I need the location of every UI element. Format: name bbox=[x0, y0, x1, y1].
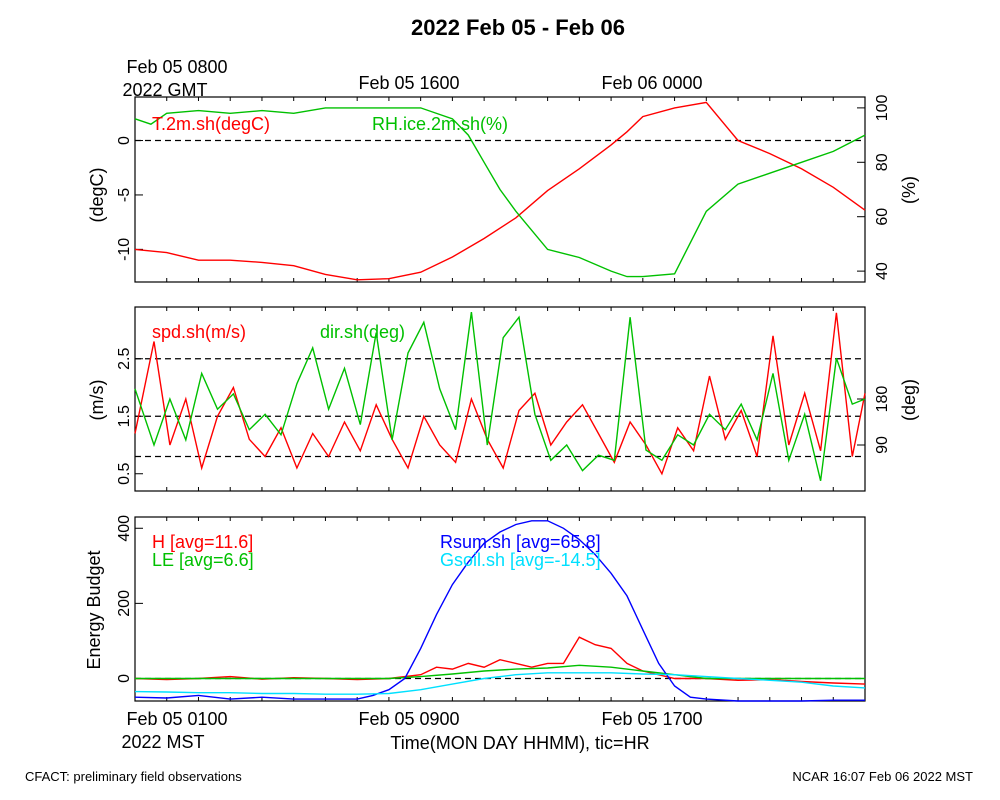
top-time-label-1: Feb 05 1600 bbox=[358, 73, 459, 93]
x-axis-label: Time(MON DAY HHMM), tic=HR bbox=[390, 733, 649, 753]
bottom-time-label-0-line1: Feb 05 0100 bbox=[126, 709, 227, 729]
top-time-label-2: Feb 06 0000 bbox=[601, 73, 702, 93]
left-tick-label: 200 bbox=[116, 590, 133, 617]
right-axis-label: (%) bbox=[899, 176, 919, 204]
left-tick-label: 0 bbox=[116, 674, 133, 683]
left-axis-label: (degC) bbox=[87, 167, 107, 222]
chart-title: 2022 Feb 05 - Feb 06 bbox=[411, 15, 625, 40]
series-lines bbox=[134, 520, 866, 702]
left-tick-label: 1.5 bbox=[116, 405, 133, 427]
legend-series-0: T.2m.sh(degC) bbox=[152, 114, 270, 134]
left-axis-ticks: 0 200 400 bbox=[116, 515, 143, 683]
top-time-label-0-line2: 2022 GMT bbox=[122, 80, 207, 100]
footer-left: CFACT: preliminary field observations bbox=[25, 769, 242, 784]
legend-series-0: spd.sh(m/s) bbox=[152, 322, 246, 342]
top-time-label-0-line1: Feb 05 0800 bbox=[126, 57, 227, 77]
right-axis-ticks: 90 180 bbox=[857, 386, 891, 454]
footer-right: NCAR 16:07 Feb 06 2022 MST bbox=[792, 769, 973, 784]
legend-series-3: Gsoil.sh [avg=-14.5] bbox=[440, 550, 601, 570]
right-tick-label: 40 bbox=[874, 262, 891, 280]
series-line-1 bbox=[135, 664, 865, 680]
reference-lines bbox=[135, 358, 865, 458]
left-tick-label: 400 bbox=[116, 515, 133, 542]
left-axis-label: Energy Budget bbox=[84, 550, 104, 669]
left-tick-label: 0.5 bbox=[116, 463, 133, 485]
bottom-time-label-2: Feb 05 1700 bbox=[601, 709, 702, 729]
legend-series-0: H [avg=11.6] bbox=[152, 532, 253, 552]
left-axis-ticks: 0.5 1.5 2.5 bbox=[116, 348, 143, 485]
time-ticks bbox=[134, 307, 866, 491]
panel-frame bbox=[134, 516, 866, 702]
left-tick-label: 0 bbox=[116, 136, 133, 145]
right-axis-ticks: 100 80 60 40 bbox=[857, 94, 891, 280]
left-tick-label: -5 bbox=[116, 188, 133, 202]
left-tick-label: -10 bbox=[116, 238, 133, 261]
series-line-1 bbox=[134, 312, 866, 481]
series-line-3 bbox=[134, 672, 866, 695]
panel-energy-budget: 0 200 400 Energy Budget H [avg=11.6] LE [a… bbox=[84, 515, 866, 702]
panel-frame bbox=[134, 96, 866, 283]
legend-series-2: Rsum.sh [avg=65.8] bbox=[440, 532, 601, 552]
right-tick-label: 90 bbox=[874, 436, 891, 454]
legend-series-1: LE [avg=6.6] bbox=[152, 550, 254, 570]
left-axis-ticks: 0 -5 -10 bbox=[116, 136, 143, 261]
legend-series-1: RH.ice.2m.sh(%) bbox=[372, 114, 508, 134]
series-line-1 bbox=[134, 107, 866, 278]
right-tick-label: 60 bbox=[874, 208, 891, 226]
series-lines bbox=[134, 101, 866, 281]
series-lines bbox=[134, 312, 866, 481]
left-axis-label: (m/s) bbox=[87, 380, 107, 421]
series-line-0 bbox=[134, 312, 866, 476]
time-ticks bbox=[134, 97, 866, 282]
panel-temperature-humidity: 0 -5 -10 100 80 60 40 (degC) (%) T.2m.sh(degC… bbox=[87, 94, 919, 283]
series-line-0 bbox=[134, 101, 866, 281]
right-tick-label: 180 bbox=[874, 386, 891, 413]
series-line-2 bbox=[134, 520, 865, 702]
right-tick-label: 80 bbox=[874, 153, 891, 171]
right-tick-label: 100 bbox=[874, 94, 891, 121]
bottom-time-label-0-line2: 2022 MST bbox=[121, 732, 204, 752]
legend-series-1: dir.sh(deg) bbox=[320, 322, 405, 342]
right-axis-label: (deg) bbox=[899, 379, 919, 421]
bottom-time-label-1: Feb 05 0900 bbox=[358, 709, 459, 729]
left-tick-label: 2.5 bbox=[116, 348, 133, 370]
